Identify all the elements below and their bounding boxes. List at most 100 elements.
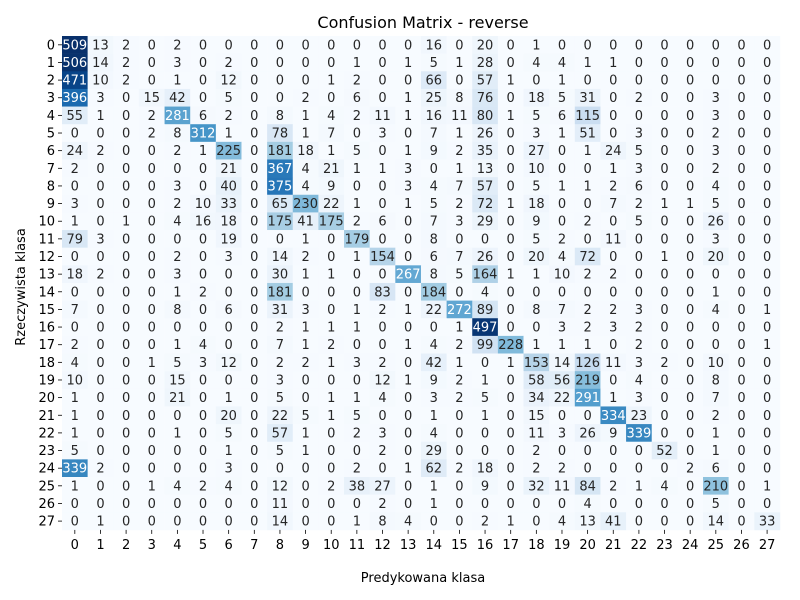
- cell-value-12-13: 0: [404, 250, 412, 265]
- heatmap-cell-2-6: [215, 71, 242, 90]
- cell-value-8-1: 0: [96, 179, 104, 194]
- heatmap-cell-1-24: [677, 53, 704, 72]
- cell-value-5-0: 0: [71, 127, 79, 142]
- cell-value-15-25: 4: [712, 303, 720, 318]
- heatmap-cell-7-12: [369, 159, 396, 178]
- y-tick-label-11: 11: [38, 232, 55, 247]
- cell-value-1-3: 0: [148, 56, 156, 71]
- cell-value-24-14: 62: [426, 462, 443, 477]
- heatmap-cell-3-7: [241, 88, 268, 107]
- cell-value-13-23: 0: [660, 268, 668, 283]
- heatmap-cell-25-13: [395, 477, 422, 495]
- heatmap-cell-20-13: [395, 388, 422, 407]
- cell-value-5-11: 0: [353, 127, 361, 142]
- heatmap-cell-4-6: [215, 106, 242, 125]
- cell-value-7-11: 1: [353, 162, 361, 177]
- heatmap-cell-6-16: [472, 141, 499, 160]
- heatmap-cell-0-24: [677, 36, 704, 54]
- cell-value-5-8: 78: [272, 127, 289, 142]
- heatmap-cell-12-4: [164, 247, 191, 266]
- heatmap-cell-14-8: [267, 282, 294, 301]
- cell-value-19-2: 0: [122, 373, 130, 388]
- heatmap-cell-22-26: [728, 424, 755, 443]
- heatmap-cell-12-19: [549, 247, 576, 266]
- heatmap-cell-16-17: [497, 318, 524, 337]
- heatmap-cell-18-20: [574, 353, 601, 372]
- cell-value-5-23: 0: [660, 127, 668, 142]
- x-tick-label-18: 18: [528, 538, 545, 553]
- heatmap-cell-27-2: [113, 512, 140, 531]
- heatmap-cell-4-21: [600, 106, 627, 125]
- cell-value-18-10: 1: [327, 356, 335, 371]
- heatmap-cell-4-8: [267, 106, 294, 125]
- cell-value-26-9: 0: [301, 497, 309, 512]
- cell-value-11-25: 3: [712, 232, 720, 247]
- cell-value-8-16: 57: [477, 179, 494, 194]
- heatmap-cell-18-4: [164, 353, 191, 372]
- heatmap-cell-27-5: [190, 512, 217, 531]
- heatmap-cell-18-11: [344, 353, 370, 372]
- cell-value-16-2: 0: [122, 321, 130, 336]
- heatmap-cell-21-7: [241, 406, 268, 425]
- heatmap-cell-14-12: [369, 282, 396, 301]
- cell-value-0-3: 0: [148, 38, 156, 53]
- heatmap-cell-15-6: [215, 300, 242, 319]
- cell-value-1-21: 1: [609, 56, 617, 71]
- cell-value-2-10: 1: [327, 74, 335, 89]
- heatmap-cell-15-14: [420, 300, 447, 319]
- cell-value-19-17: 0: [507, 373, 515, 388]
- heatmap-cell-6-13: [395, 141, 422, 160]
- cell-value-15-24: 0: [686, 303, 694, 318]
- heatmap-cell-16-8: [267, 318, 294, 337]
- cell-value-20-15: 2: [455, 391, 463, 406]
- heatmap-cell-19-13: [395, 371, 422, 390]
- cell-value-14-10: 0: [327, 285, 335, 300]
- cell-value-8-4: 3: [173, 179, 181, 194]
- heatmap-cell-16-21: [600, 318, 627, 337]
- heatmap-cell-21-5: [190, 406, 217, 425]
- cell-value-24-5: 0: [199, 462, 207, 477]
- heatmap-cell-23-16: [472, 441, 499, 460]
- heatmap-cell-20-10: [318, 388, 345, 407]
- cell-value-9-21: 7: [609, 197, 617, 212]
- heatmap-cell-16-19: [549, 318, 576, 337]
- heatmap-cell-14-14: [420, 282, 447, 301]
- cell-value-16-7: 0: [250, 321, 258, 336]
- cell-value-19-22: 4: [635, 373, 643, 388]
- heatmap-cell-10-11: [344, 212, 370, 231]
- cell-value-24-15: 2: [455, 462, 463, 477]
- cell-value-25-19: 11: [554, 479, 571, 494]
- heatmap-cell-22-12: [369, 424, 396, 443]
- heatmap-cell-20-8: [267, 388, 294, 407]
- heatmap-cell-1-19: [549, 53, 576, 72]
- heatmap-cell-24-14: [420, 459, 447, 478]
- heatmap-cell-27-17: [497, 512, 524, 531]
- cell-value-17-9: 1: [301, 338, 309, 353]
- cell-value-5-6: 1: [225, 127, 233, 142]
- heatmap-cell-10-2: [113, 212, 140, 231]
- cell-value-15-15: 272: [447, 303, 472, 318]
- cell-value-23-17: 0: [507, 444, 515, 459]
- heatmap-cell-25-12: [369, 477, 396, 495]
- cell-value-25-9: 0: [301, 479, 309, 494]
- cell-value-11-7: 0: [250, 232, 258, 247]
- cell-value-2-23: 0: [660, 74, 668, 89]
- cell-value-17-11: 0: [353, 338, 361, 353]
- heatmap-cell-5-6: [215, 124, 242, 143]
- heatmap-cell-22-22: [626, 424, 653, 443]
- heatmap-cell-22-19: [549, 424, 576, 443]
- cell-value-20-23: 0: [660, 391, 668, 406]
- cell-value-22-13: 0: [404, 426, 412, 441]
- cell-value-15-0: 7: [71, 303, 79, 318]
- cell-value-6-15: 2: [455, 144, 463, 159]
- heatmap-cell-0-12: [369, 36, 396, 54]
- heatmap-cell-0-20: [574, 36, 601, 54]
- cell-value-13-14: 8: [430, 268, 438, 283]
- heatmap-cell-22-25: [703, 424, 729, 443]
- heatmap-cell-15-23: [651, 300, 678, 319]
- cell-value-12-9: 2: [301, 250, 309, 265]
- heatmap-cell-20-3: [138, 388, 165, 407]
- cell-value-18-23: 2: [660, 356, 668, 371]
- cell-value-14-18: 0: [532, 285, 540, 300]
- heatmap-cell-6-10: [318, 141, 345, 160]
